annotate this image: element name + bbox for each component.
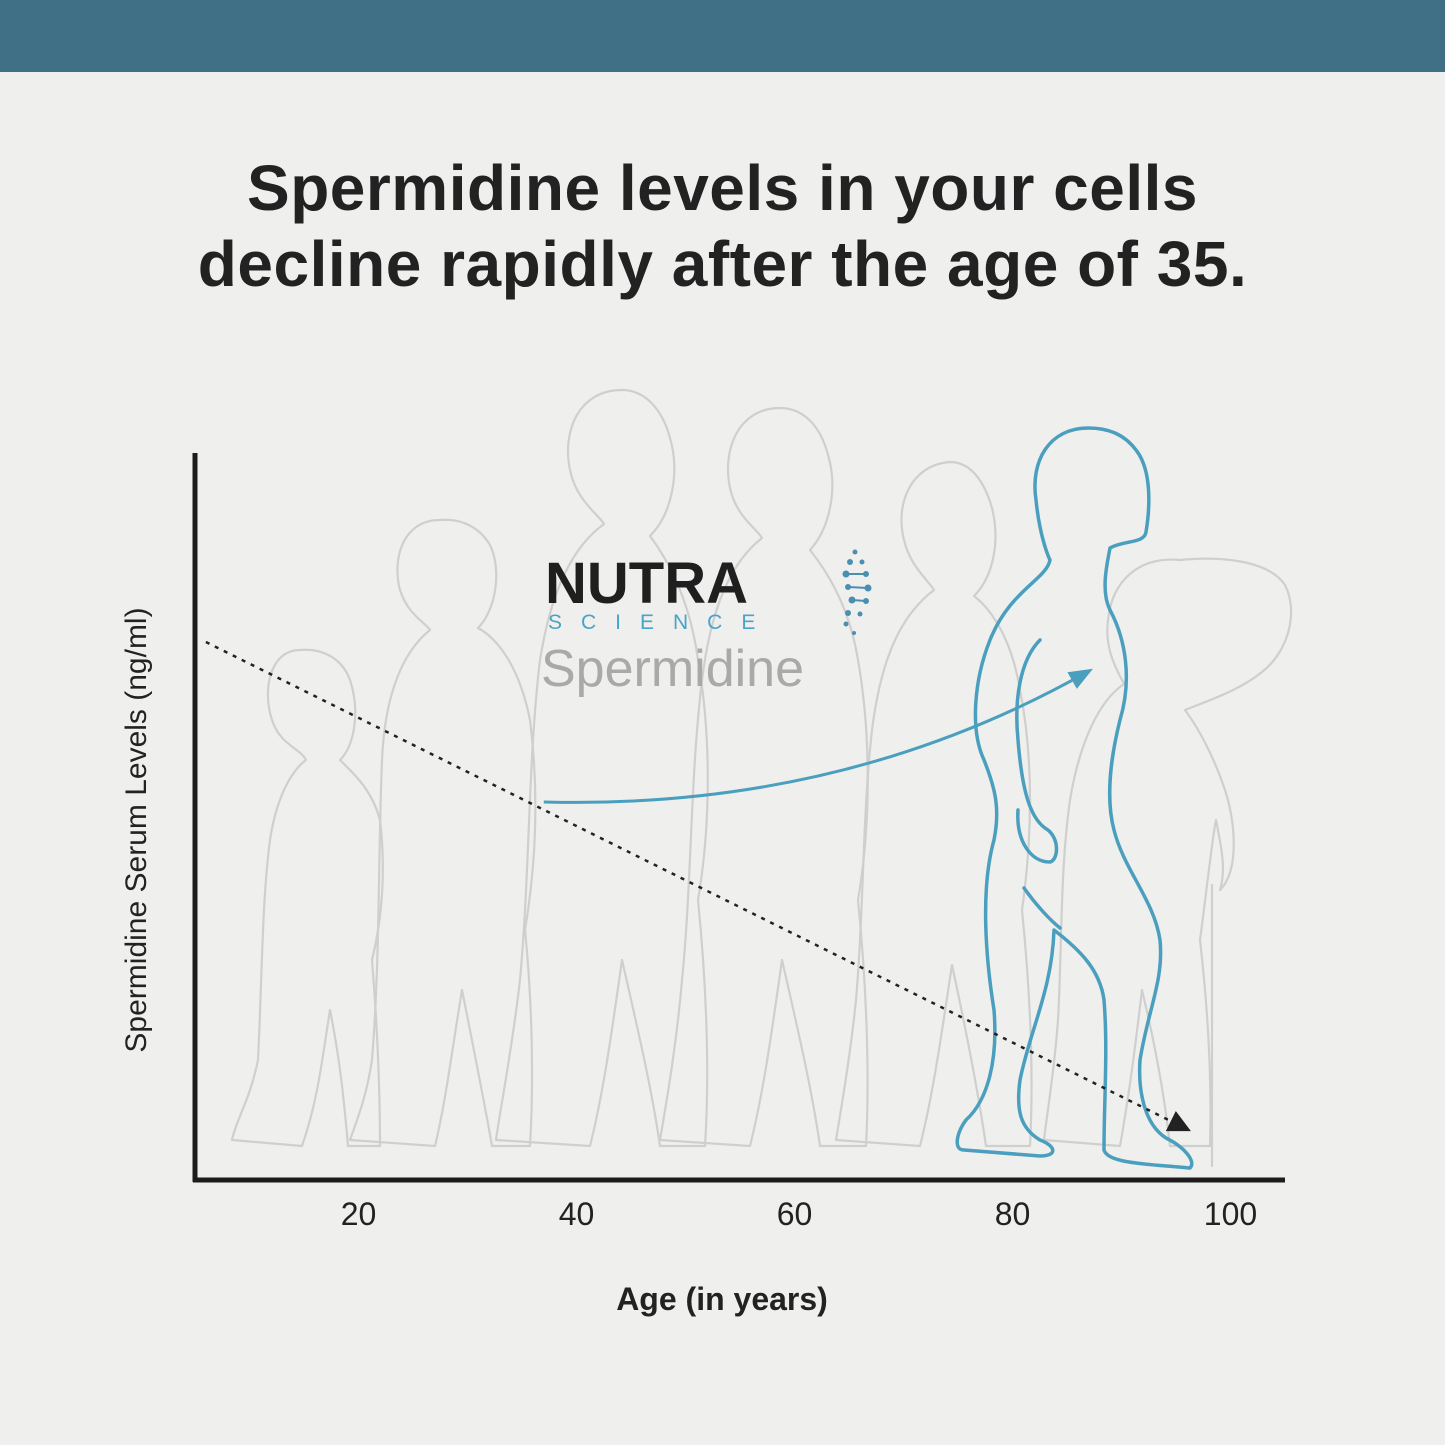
elderly-figure [1042, 557, 1293, 1148]
brand-product: Spermidine [541, 640, 804, 698]
child-figure [230, 648, 384, 1148]
hero-arm [1015, 638, 1059, 864]
brand-name: NUTRA [545, 551, 748, 616]
hero-body-outline [955, 426, 1194, 1170]
hero-figure [955, 426, 1194, 1170]
series-layer [205, 640, 1191, 1132]
teen-figure [348, 518, 537, 1148]
brand-subtitle: SCIENCE [548, 611, 774, 634]
brand-logo: NUTRA SCIENCE Spermidine [541, 549, 872, 698]
x-tick-label-100: 100 [1204, 1196, 1257, 1232]
x-tick-label-80: 80 [995, 1196, 1031, 1232]
x-tick-label-20: 20 [341, 1196, 377, 1232]
young-adult-figure [494, 388, 709, 1148]
x-tick-labels: 20 40 60 80 100 [341, 1196, 1257, 1232]
x-tick-label-60: 60 [777, 1196, 813, 1232]
title-line-2: decline rapidly after the age of 35. [197, 228, 1248, 300]
decline-trend-line [205, 640, 1191, 1132]
y-axis-label: Spermidine Serum Levels (ng/ml) [120, 607, 153, 1052]
background-figures [230, 388, 1293, 1168]
top-banner [0, 0, 1445, 72]
adult-figure [658, 406, 869, 1148]
page-title: Spermidine levels in your cells decline … [0, 150, 1445, 302]
middle-aged-figure [834, 460, 1033, 1148]
hero-leg-inner [1022, 886, 1062, 930]
x-axis-label: Age (in years) [616, 1281, 828, 1317]
supplement-boost-arrow [543, 668, 1093, 804]
x-tick-label-40: 40 [559, 1196, 595, 1232]
dna-helix-icon [842, 549, 872, 635]
title-line-1: Spermidine levels in your cells [247, 152, 1198, 224]
